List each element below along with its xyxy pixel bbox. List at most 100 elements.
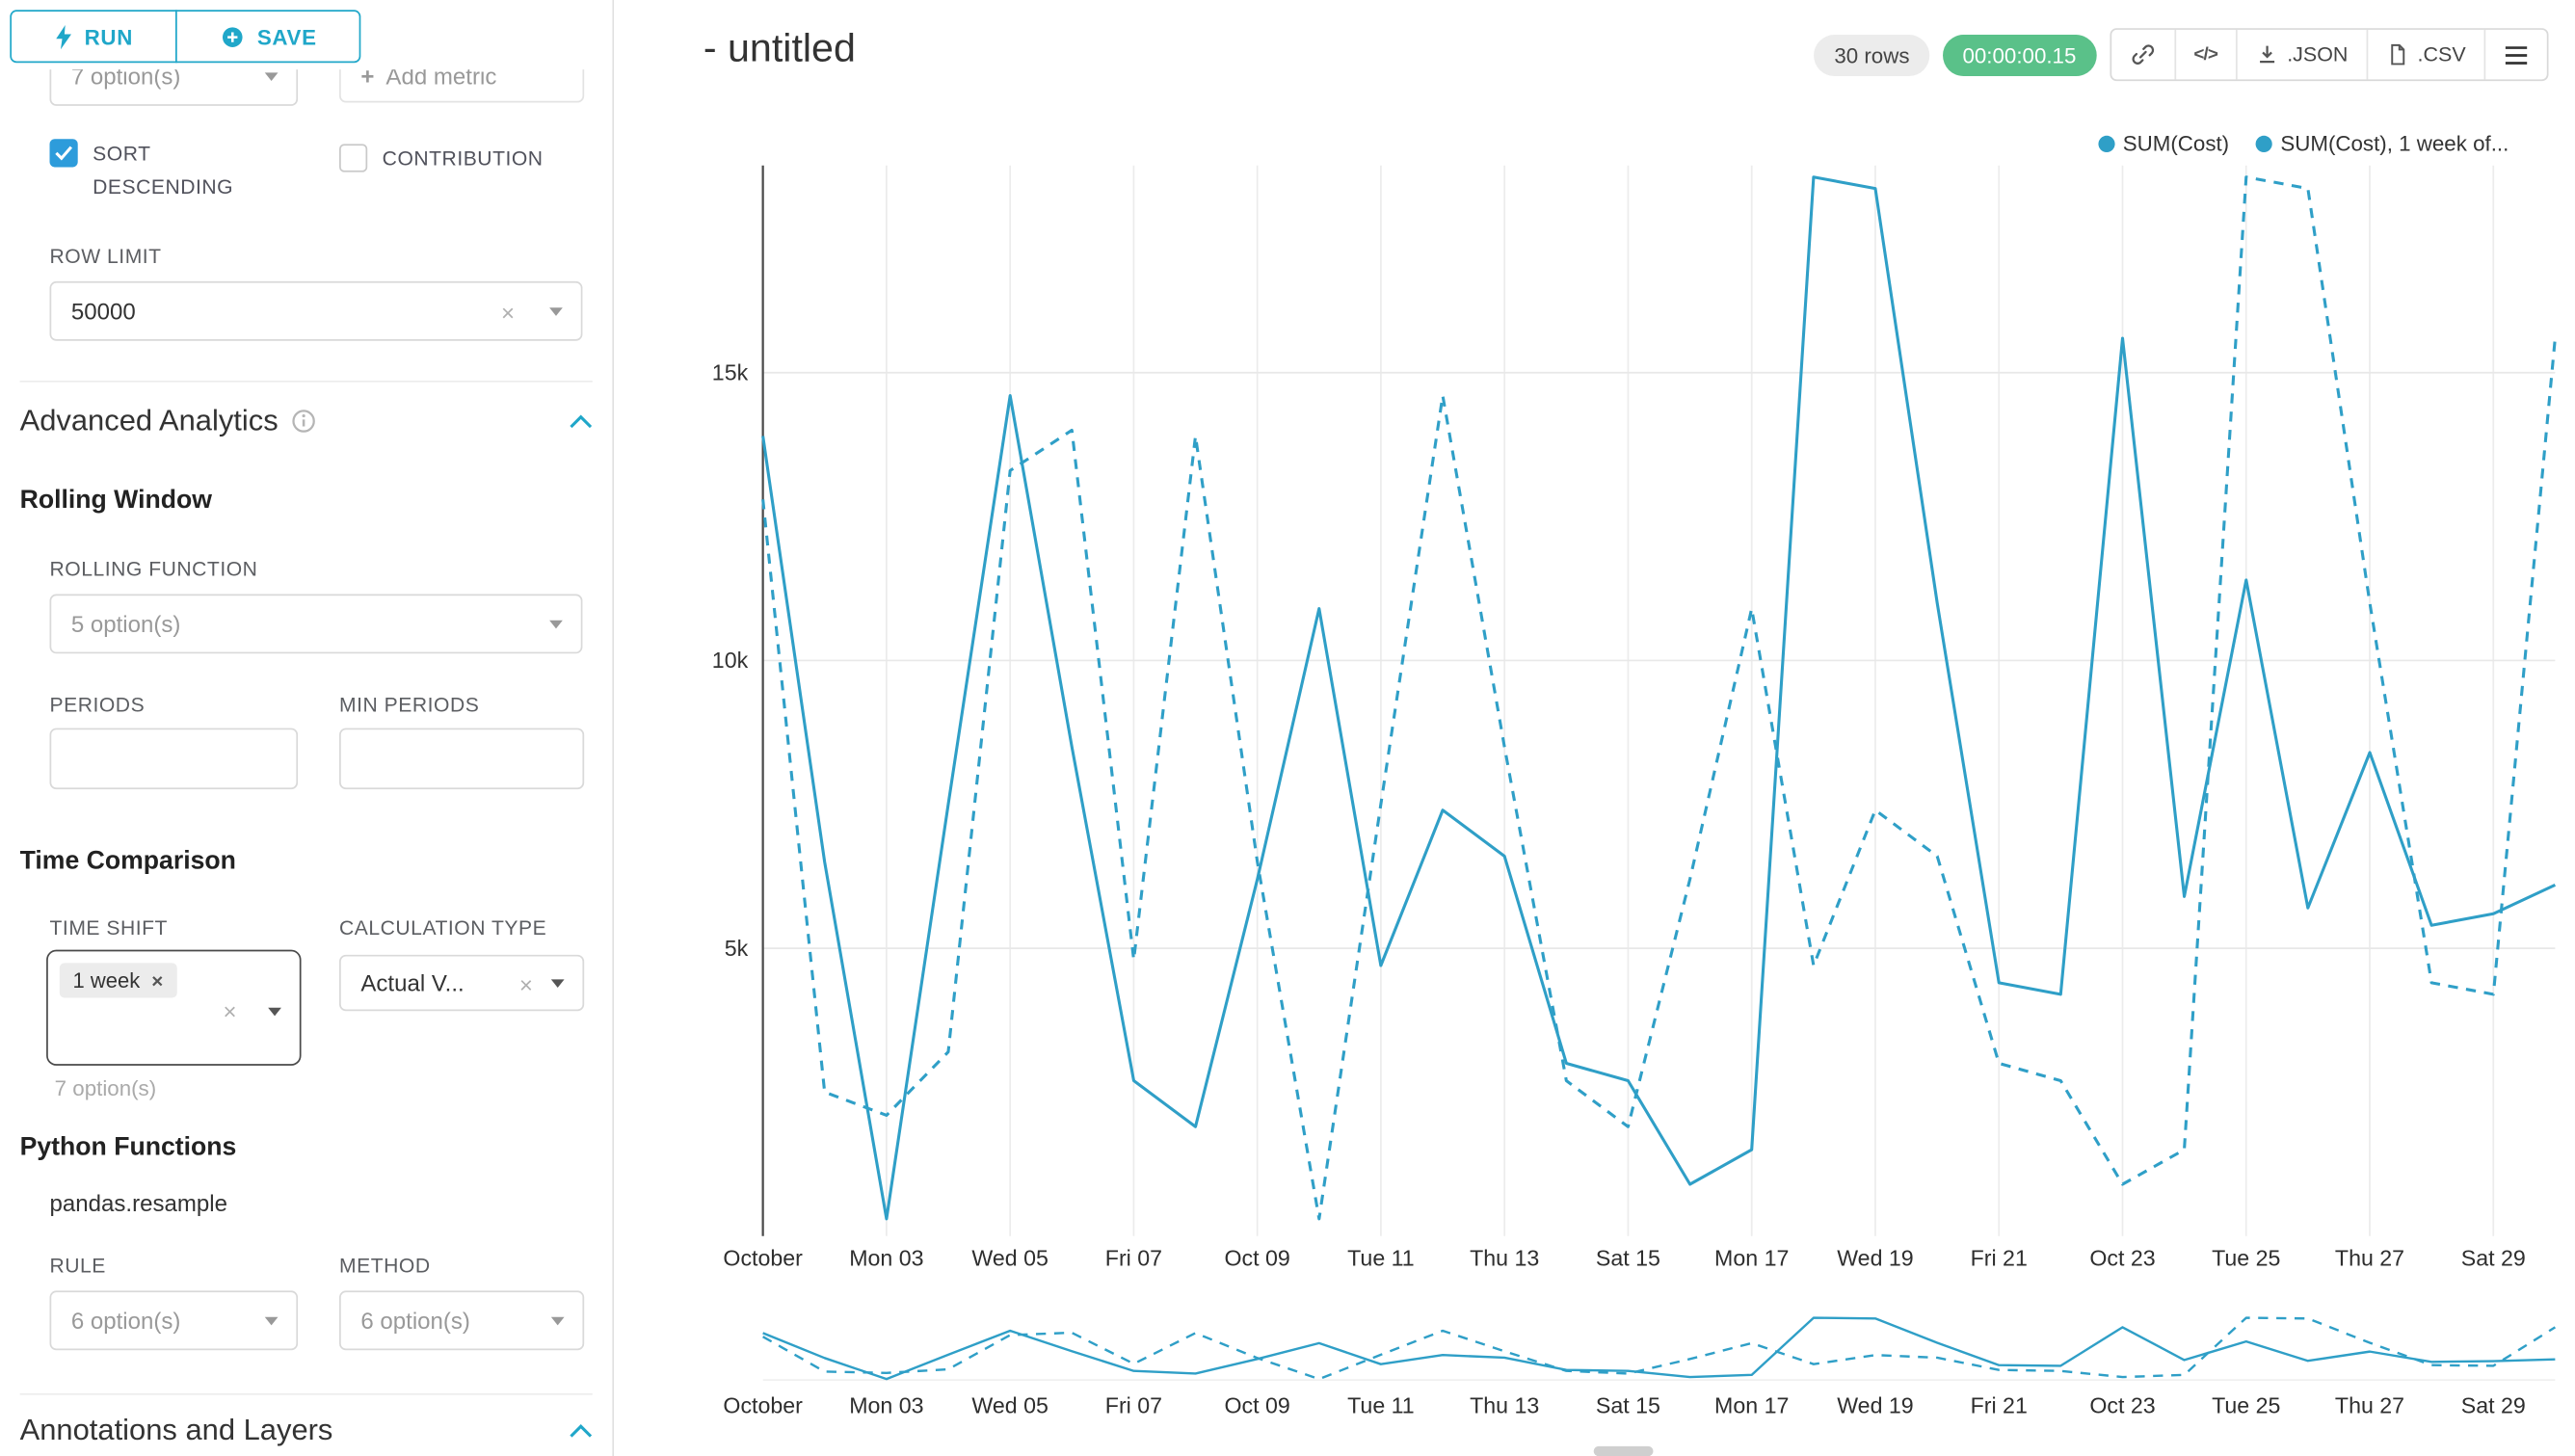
contribution-label: CONTRIBUTION: [382, 146, 544, 171]
svg-text:Tue 25: Tue 25: [2212, 1246, 2280, 1271]
rolling-function-placeholder: 5 option(s): [70, 610, 181, 638]
file-icon: [2390, 43, 2404, 66]
chart-header-actions: 30 rows 00:00:00.15 </> .JSON: [1814, 28, 2549, 82]
row-limit-select[interactable]: 50000 ×: [49, 280, 583, 341]
svg-text:Fri 07: Fri 07: [1105, 1393, 1162, 1418]
svg-text:Mon 17: Mon 17: [1714, 1393, 1789, 1418]
plus-circle-icon: [223, 26, 244, 47]
annotations-title: Annotations and Layers: [19, 1413, 333, 1446]
row-limit-value: 50000: [70, 298, 136, 325]
time-comparison-header: Time Comparison: [19, 847, 236, 876]
query-timer-badge: 00:00:00.15: [1942, 34, 2097, 76]
legend-label: SUM(Cost): [2122, 130, 2230, 156]
rule-label: RULE: [49, 1254, 106, 1278]
svg-text:Mon 03: Mon 03: [849, 1246, 923, 1271]
svg-text:Thu 27: Thu 27: [2335, 1393, 2404, 1418]
annotations-header[interactable]: Annotations and Layers: [20, 1414, 593, 1448]
svg-text:Thu 13: Thu 13: [1470, 1393, 1539, 1418]
svg-text:Wed 19: Wed 19: [1837, 1393, 1913, 1418]
svg-text:Wed 05: Wed 05: [971, 1246, 1048, 1271]
contribution-checkbox[interactable]: CONTRIBUTION: [339, 144, 544, 176]
svg-text:Oct 09: Oct 09: [1225, 1393, 1290, 1418]
chevron-down-icon: [549, 620, 563, 629]
rolling-function-label: ROLLING FUNCTION: [49, 557, 258, 581]
svg-text:Tue 25: Tue 25: [2212, 1393, 2280, 1418]
min-periods-label: MIN PERIODS: [339, 693, 480, 717]
chevron-down-icon: [268, 1007, 281, 1017]
legend-item[interactable]: SUM(Cost): [2097, 130, 2230, 156]
method-label: METHOD: [339, 1254, 431, 1278]
svg-text:Sat 29: Sat 29: [2461, 1246, 2526, 1271]
advanced-analytics-header[interactable]: Advanced Analytics: [20, 404, 593, 438]
svg-text:Oct 23: Oct 23: [2089, 1246, 2155, 1271]
svg-text:15k: 15k: [712, 359, 749, 384]
row-limit-label: ROW LIMIT: [49, 245, 162, 269]
code-icon: </>: [2193, 44, 2218, 65]
section-divider: [19, 380, 593, 383]
chart-menu-button[interactable]: [2483, 29, 2547, 80]
calculation-type-label: CALCULATION TYPE: [339, 916, 547, 940]
hamburger-icon: [2505, 45, 2528, 64]
resize-handle[interactable]: [1593, 1445, 1654, 1456]
svg-text:10k: 10k: [712, 648, 749, 673]
timeseries-chart[interactable]: 5k 10k 15k October Mon 03 Wed 05 Fri 07 Oct 09 T…: [664, 157, 2567, 1283]
svg-text:Sat 29: Sat 29: [2461, 1393, 2526, 1418]
rule-placeholder: 6 option(s): [70, 1307, 181, 1335]
sort-descending-checkbox[interactable]: SORT DESCENDING: [49, 139, 265, 204]
time-shift-hint: 7 option(s): [54, 1075, 157, 1100]
download-csv-button[interactable]: .CSV: [2366, 29, 2483, 80]
svg-text:Wed 19: Wed 19: [1837, 1246, 1913, 1271]
csv-label: .CSV: [2417, 42, 2466, 66]
checkbox-unchecked-icon: [339, 144, 368, 172]
clear-icon[interactable]: ×: [500, 299, 516, 327]
svg-text:Thu 13: Thu 13: [1470, 1246, 1539, 1271]
clear-icon[interactable]: ×: [223, 997, 237, 1024]
legend-dot: [2255, 134, 2272, 152]
svg-text:Fri 07: Fri 07: [1105, 1246, 1162, 1271]
time-shift-label: TIME SHIFT: [49, 916, 168, 940]
python-functions-header: Python Functions: [19, 1133, 237, 1162]
permalink-button[interactable]: [2110, 30, 2173, 80]
info-icon: [292, 410, 316, 433]
run-label: RUN: [84, 23, 134, 49]
control-panel: 7 option(s) + Add metric RUN SAVE: [0, 0, 615, 1456]
svg-text:Fri 21: Fri 21: [1971, 1393, 2028, 1418]
chevron-down-icon: [264, 1316, 279, 1326]
range-selector-chart[interactable]: October Mon 03 Wed 05 Fri 07 Oct 09 Tue 11 Thu…: [664, 1304, 2567, 1428]
remove-tag-icon[interactable]: ×: [151, 968, 164, 993]
rule-select[interactable]: 6 option(s): [49, 1290, 299, 1351]
time-shift-select[interactable]: 1 week × ×: [46, 949, 302, 1066]
chevron-down-icon: [549, 307, 563, 316]
save-button[interactable]: SAVE: [175, 10, 362, 64]
svg-text:Wed 05: Wed 05: [971, 1393, 1048, 1418]
min-periods-input[interactable]: [339, 728, 585, 790]
method-select[interactable]: 6 option(s): [339, 1290, 585, 1351]
rolling-function-select[interactable]: 5 option(s): [49, 594, 583, 654]
download-json-button[interactable]: .JSON: [2235, 29, 2366, 80]
download-icon: [2260, 45, 2275, 64]
clear-icon[interactable]: ×: [518, 971, 533, 998]
method-placeholder: 6 option(s): [360, 1307, 470, 1335]
run-button[interactable]: RUN: [10, 10, 178, 64]
legend-label: SUM(Cost), 1 week of...: [2280, 130, 2509, 156]
svg-text:October: October: [723, 1393, 803, 1418]
pandas-resample-label: pandas.resample: [49, 1189, 227, 1217]
lightning-icon: [56, 24, 71, 49]
svg-text:Mon 03: Mon 03: [849, 1393, 923, 1418]
chevron-up-icon[interactable]: [570, 413, 593, 429]
save-label: SAVE: [256, 23, 317, 49]
json-label: .JSON: [2287, 42, 2349, 66]
query-actions-bar: RUN SAVE: [0, 0, 613, 70]
svg-text:Sat 15: Sat 15: [1596, 1393, 1660, 1418]
legend-item[interactable]: SUM(Cost), 1 week of...: [2255, 130, 2509, 156]
chevron-up-icon[interactable]: [570, 1423, 593, 1438]
svg-text:October: October: [723, 1246, 803, 1271]
svg-text:Thu 27: Thu 27: [2335, 1246, 2404, 1271]
svg-text:Tue 11: Tue 11: [1347, 1246, 1415, 1271]
chart-panel: - untitled 30 rows 00:00:00.15 </> .JSON: [614, 0, 2575, 1456]
calculation-type-select[interactable]: Actual V... ×: [339, 954, 585, 1012]
chart-title[interactable]: - untitled: [703, 26, 856, 71]
periods-input[interactable]: [49, 728, 299, 790]
embed-code-button[interactable]: </>: [2173, 29, 2236, 80]
calculation-type-value: Actual V...: [360, 969, 465, 996]
